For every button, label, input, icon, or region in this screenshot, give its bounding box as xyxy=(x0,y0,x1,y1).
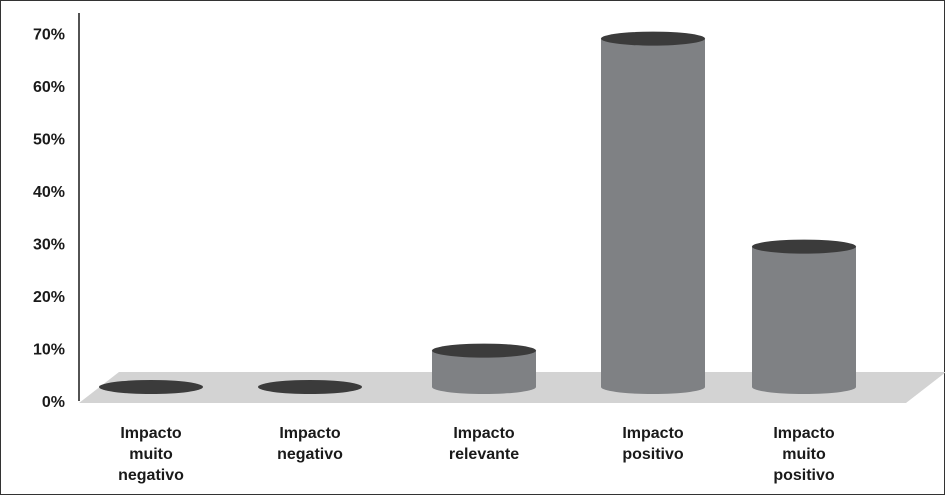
x-category-label-line: Impacto xyxy=(279,425,341,442)
bar-3 xyxy=(601,31,705,394)
bar-top xyxy=(258,380,362,394)
y-tick-label: 70% xyxy=(33,27,65,44)
y-tick-label: 10% xyxy=(33,342,65,359)
y-tick-label: 50% xyxy=(33,132,65,149)
y-tick-label: 20% xyxy=(33,289,65,306)
x-category-label-line: negativo xyxy=(277,446,343,463)
bar-4 xyxy=(752,239,856,394)
x-category-label-line: muito xyxy=(782,446,826,463)
bar-1 xyxy=(258,380,362,394)
bar-top xyxy=(752,239,856,254)
x-category-label-line: positivo xyxy=(622,446,684,463)
bar-top xyxy=(432,343,536,358)
x-category-label-line: relevante xyxy=(449,446,519,463)
x-category-label: Impacto negativo xyxy=(277,425,343,463)
x-category-label-line: Impacto xyxy=(120,425,182,442)
y-tick-label: 30% xyxy=(33,237,65,254)
bar-body xyxy=(752,246,856,394)
x-category-label-line: Impacto xyxy=(453,425,515,442)
x-category-label: Impacto muito positivo xyxy=(773,425,835,484)
bar-top xyxy=(99,380,203,394)
x-category-label-line: positivo xyxy=(773,467,835,484)
x-category-label: Impacto muito negativo xyxy=(118,425,184,484)
bar-0 xyxy=(99,380,203,394)
bar-body xyxy=(601,38,705,394)
y-tick-label: 60% xyxy=(33,79,65,96)
x-category-label-line: Impacto xyxy=(773,425,835,442)
y-tick-label: 0% xyxy=(42,394,65,411)
bar-body xyxy=(432,350,536,394)
x-category-label: Impacto positivo xyxy=(622,425,684,463)
x-category-label-line: negativo xyxy=(118,467,184,484)
bar-top xyxy=(601,31,705,46)
y-tick-label: 40% xyxy=(33,184,65,201)
bar-2 xyxy=(432,343,536,394)
x-category-label-line: Impacto xyxy=(622,425,684,442)
x-category-label-line: muito xyxy=(129,446,173,463)
x-category-label: Impacto relevante xyxy=(449,425,519,463)
